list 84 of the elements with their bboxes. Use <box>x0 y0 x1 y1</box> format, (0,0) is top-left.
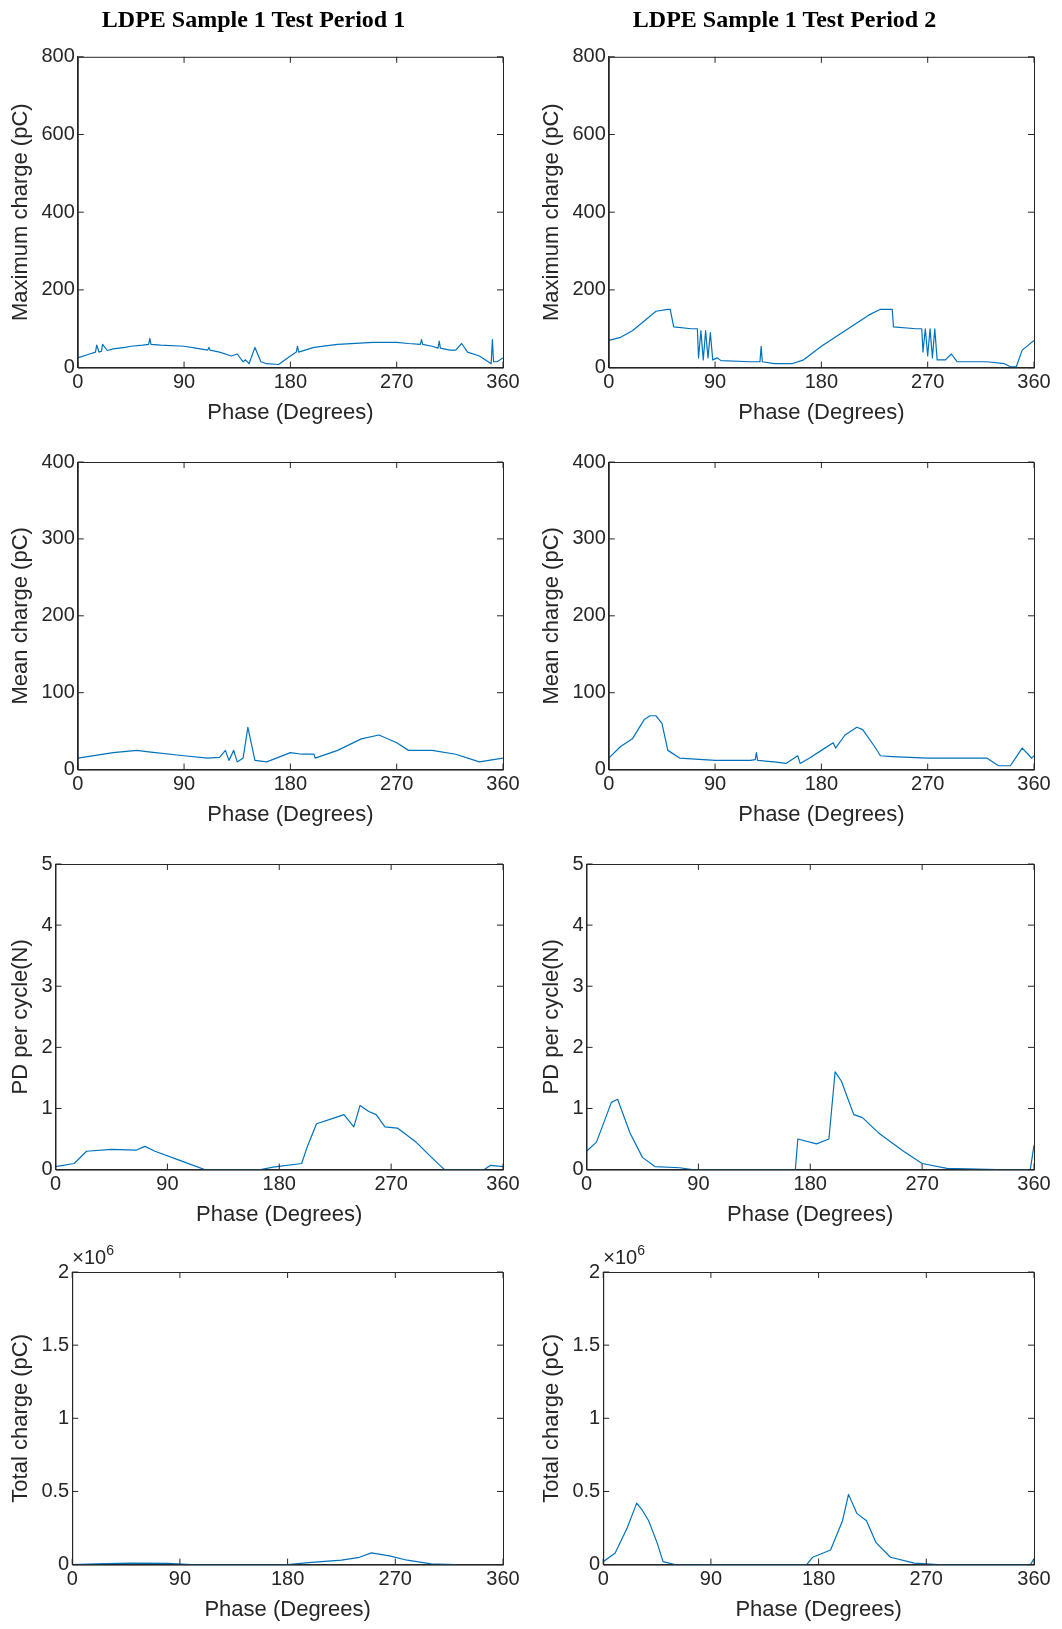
x-tick-label: 90 <box>172 370 196 393</box>
y-tick-label: 100 <box>41 680 75 703</box>
x-tick-label: 90 <box>703 772 727 795</box>
y-tick-label: 1.5 <box>572 1332 601 1355</box>
x-tick-label: 360 <box>1017 772 1051 795</box>
y-axis-title: Total charge (pC) <box>7 1333 33 1503</box>
y-tick-label: 0.5 <box>572 1478 601 1501</box>
x-tick-label: 270 <box>374 1172 408 1195</box>
x-tick-label: 90 <box>172 772 196 795</box>
y-axis-title: PD per cycle(N) <box>7 939 33 1095</box>
x-tick-label: 90 <box>156 1172 179 1195</box>
y-tick-label: 1 <box>589 1405 601 1428</box>
y-tick-label: 100 <box>572 680 606 703</box>
x-tick-label: 270 <box>909 1567 943 1590</box>
y-tick-label: 400 <box>572 449 606 472</box>
y-tick-label: 3 <box>41 973 53 996</box>
x-tick-label: 180 <box>804 772 839 795</box>
x-tick-label: 360 <box>486 1172 520 1195</box>
x-tick-label: 270 <box>378 1567 412 1590</box>
x-tick-label: 180 <box>273 772 308 795</box>
y-tick-label: 300 <box>41 526 75 549</box>
x-tick-label: 270 <box>905 1172 939 1195</box>
x-axis-title: Phase (Degrees) <box>207 800 374 826</box>
x-tick-label: 180 <box>804 370 839 393</box>
y-tick-label: 2 <box>589 1259 601 1282</box>
y-tick-label: 5 <box>41 851 53 874</box>
y-tick-label: 800 <box>41 44 75 67</box>
x-axis-title: Phase (Degrees) <box>727 1200 894 1226</box>
x-tick-label: 360 <box>486 772 520 795</box>
x-tick-label: 180 <box>270 1567 305 1590</box>
y-tick-label: 0.5 <box>41 1478 70 1501</box>
x-axis-title: Phase (Degrees) <box>207 398 374 424</box>
y-axis-title: PD per cycle(N) <box>538 939 564 1095</box>
chart-title: LDPE Sample 1 Test Period 2 <box>632 5 937 32</box>
y-tick-label: 1 <box>58 1405 70 1428</box>
y-tick-label: 800 <box>572 44 606 67</box>
y-axis-title: Mean charge (pC) <box>538 527 564 705</box>
y-tick-label: 400 <box>41 449 75 472</box>
y-tick-label: 600 <box>41 122 75 145</box>
x-axis-title: Phase (Degrees) <box>738 398 905 424</box>
y-axis-title: Mean charge (pC) <box>7 527 33 705</box>
x-tick-label: 270 <box>911 370 945 393</box>
x-tick-label: 180 <box>273 370 308 393</box>
x-tick-label: 270 <box>380 370 414 393</box>
y-tick-label: 400 <box>41 199 75 222</box>
y-tick-label: 2 <box>41 1034 53 1057</box>
x-tick-label: 90 <box>699 1567 723 1590</box>
x-axis-title: Phase (Degrees) <box>196 1200 363 1226</box>
y-tick-label: 1 <box>572 1096 584 1118</box>
y-tick-label: 300 <box>572 526 606 549</box>
y-tick-label: 4 <box>572 912 584 935</box>
x-tick-label: 180 <box>801 1567 836 1590</box>
y-tick-label: 200 <box>572 603 606 626</box>
x-axis-title: Phase (Degrees) <box>735 1595 902 1621</box>
x-tick-label: 90 <box>703 370 727 393</box>
y-tick-label: 3 <box>572 973 584 996</box>
y-tick-label: 2 <box>572 1034 584 1057</box>
x-axis-title: Phase (Degrees) <box>204 1595 371 1621</box>
y-axis-title: Maximum charge (pC) <box>538 103 564 321</box>
y-tick-label: 200 <box>41 277 75 300</box>
x-tick-label: 360 <box>486 370 520 393</box>
y-tick-label: 1 <box>41 1096 53 1118</box>
y-tick-label: 4 <box>41 912 53 935</box>
y-tick-label: 1.5 <box>41 1332 70 1355</box>
y-tick-label: 5 <box>572 851 584 874</box>
x-tick-label: 270 <box>911 772 945 795</box>
y-axis-title: Total charge (pC) <box>538 1333 564 1503</box>
x-tick-label: 90 <box>168 1567 192 1590</box>
x-axis-title: Phase (Degrees) <box>738 800 905 826</box>
y-tick-label: 200 <box>572 277 606 300</box>
y-tick-label: 600 <box>572 122 606 145</box>
x-tick-label: 180 <box>793 1172 827 1195</box>
x-tick-label: 360 <box>1017 1567 1051 1590</box>
x-tick-label: 360 <box>486 1567 520 1590</box>
y-tick-label: 400 <box>572 199 606 222</box>
x-tick-label: 180 <box>262 1172 296 1195</box>
x-tick-label: 90 <box>687 1172 710 1195</box>
x-tick-label: 360 <box>1017 370 1051 393</box>
chart-title: LDPE Sample 1 Test Period 1 <box>101 5 406 32</box>
x-tick-label: 270 <box>380 772 414 795</box>
y-tick-label: 200 <box>41 603 75 626</box>
x-tick-label: 360 <box>1017 1172 1051 1195</box>
y-tick-label: 2 <box>58 1259 70 1282</box>
y-axis-title: Maximum charge (pC) <box>7 103 33 321</box>
